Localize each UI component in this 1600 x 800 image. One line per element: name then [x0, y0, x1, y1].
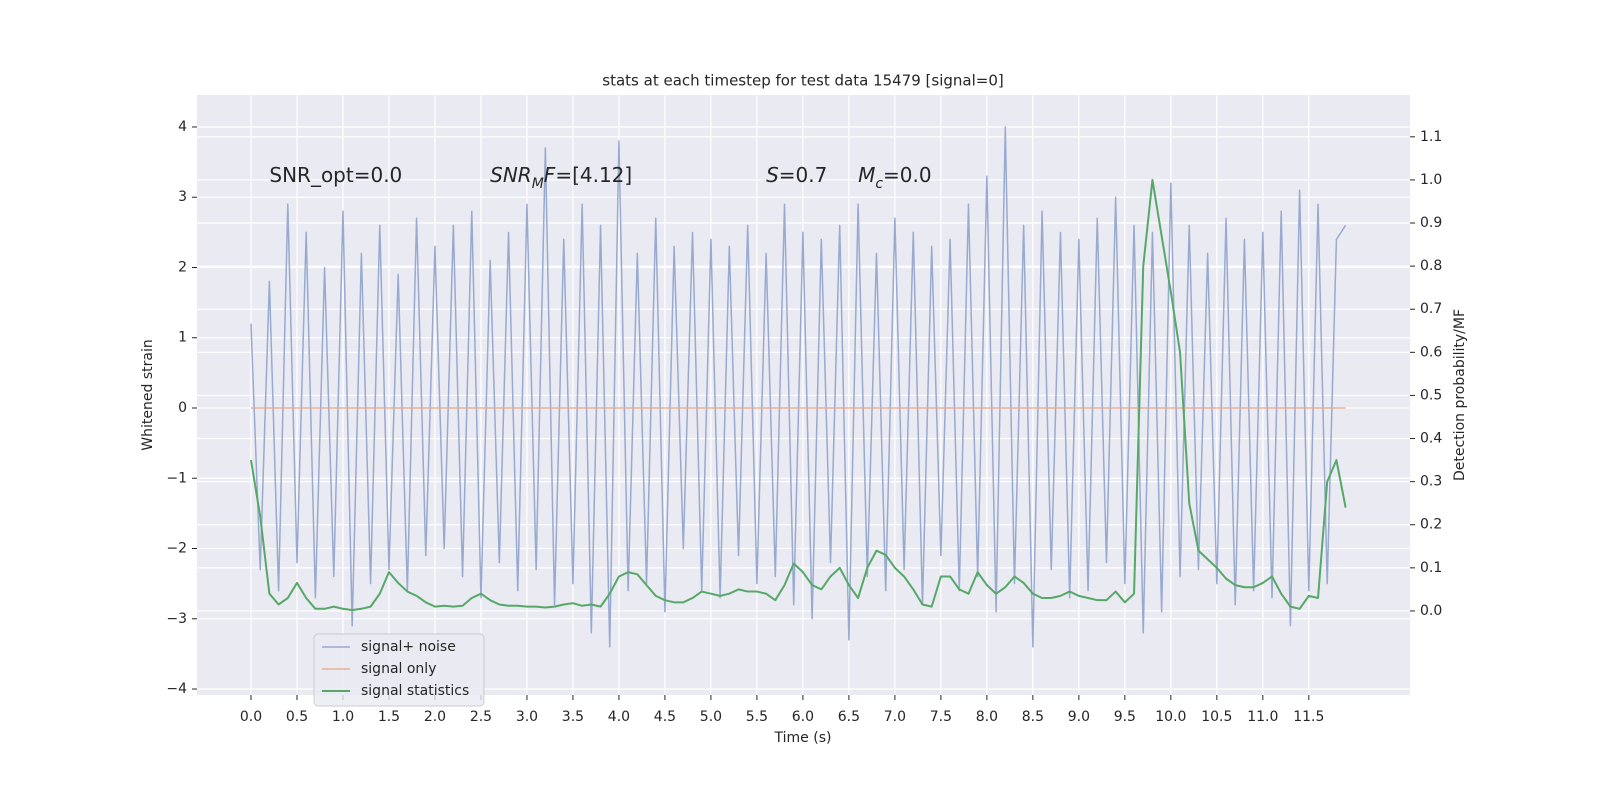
annotation-part: M [532, 176, 544, 192]
y2-tick-label: 0.3 [1420, 474, 1442, 490]
y-tick-label: −1 [166, 470, 187, 486]
y2-tick-label: 1.1 [1420, 129, 1442, 145]
x-tick-label: 0.5 [286, 709, 308, 725]
y2-tick-label: 0.4 [1420, 431, 1442, 447]
y-tick-label: 2 [178, 259, 187, 275]
annotation-part: =0.0 [883, 163, 932, 187]
y2-tick-label: 0.1 [1420, 560, 1442, 576]
y-tick-label: 1 [178, 330, 187, 346]
x-tick-label: 3.5 [562, 709, 584, 725]
y2-tick-label: 0.6 [1420, 344, 1442, 360]
x-axis-label: Time (s) [774, 730, 832, 746]
y-tick-label: 4 [178, 119, 187, 135]
annotation-part: c [875, 176, 883, 192]
y2-tick-label: 0.8 [1420, 258, 1442, 274]
x-tick-label: 2.5 [470, 709, 492, 725]
annotation-part: F [544, 163, 556, 187]
x-tick-label: 9.5 [1114, 709, 1136, 725]
x-tick-label: 10.0 [1155, 709, 1186, 725]
x-tick-label: 7.0 [884, 709, 906, 725]
y2-tick-label: 0.0 [1420, 603, 1442, 619]
x-tick-label: 7.5 [930, 709, 952, 725]
x-tick-label: 0.0 [240, 709, 262, 725]
legend-label: signal statistics [361, 683, 469, 699]
y2-tick-label: 1.0 [1420, 172, 1442, 188]
legend-box [313, 633, 485, 707]
y-tick-label: 0 [178, 400, 187, 416]
y2-tick-label: 0.9 [1420, 215, 1442, 231]
annotation-part: =[4.12] [555, 163, 632, 187]
legend-label: signal only [361, 661, 436, 677]
x-tick-label: 4.5 [654, 709, 676, 725]
x-tick-label: 10.5 [1201, 709, 1232, 725]
annotation: SNRMF=[4.12] [490, 163, 632, 193]
y-axis-label: Whitened strain [140, 339, 156, 450]
series-line [250, 126, 1347, 648]
annotation: S=0.7 [766, 163, 827, 187]
annotation: SNR_opt=0.0 [269, 163, 402, 187]
y-tick-label: −3 [166, 611, 187, 627]
x-tick-label: 1.5 [378, 709, 400, 725]
x-tick-label: 6.5 [838, 709, 860, 725]
chart-title: stats at each timestep for test data 154… [602, 72, 1003, 90]
y-tick-label: −2 [166, 541, 187, 557]
annotation-part: SNR_opt=0.0 [269, 163, 402, 187]
x-tick-label: 9.0 [1068, 709, 1090, 725]
annotation: Mc=0.0 [858, 163, 932, 193]
x-tick-label: 8.5 [1022, 709, 1044, 725]
x-tick-label: 11.5 [1293, 709, 1324, 725]
annotation-part: =0.7 [779, 163, 828, 187]
legend-label: signal+ noise [361, 639, 456, 655]
x-tick-label: 4.0 [608, 709, 630, 725]
y2-tick-label: 0.5 [1420, 387, 1442, 403]
y2-tick-label: 0.2 [1420, 517, 1442, 533]
y-tick-label: −4 [166, 681, 187, 697]
annotation-part: M [858, 163, 875, 187]
x-tick-label: 5.0 [700, 709, 722, 725]
y-tick-label: 3 [178, 189, 187, 205]
series-line [250, 178, 1347, 612]
x-tick-label: 2.0 [424, 709, 446, 725]
x-tick-label: 11.0 [1247, 709, 1278, 725]
x-tick-label: 6.0 [792, 709, 814, 725]
x-tick-label: 1.0 [332, 709, 354, 725]
x-tick-label: 3.0 [516, 709, 538, 725]
x-tick-label: 5.5 [746, 709, 768, 725]
annotation-part: S [766, 163, 779, 187]
y2-tick-label: 0.7 [1420, 301, 1442, 317]
annotation-part: SNR [490, 163, 532, 187]
x-tick-label: 8.0 [976, 709, 998, 725]
y2-axis-label: Detection probability/MF [1452, 309, 1468, 481]
